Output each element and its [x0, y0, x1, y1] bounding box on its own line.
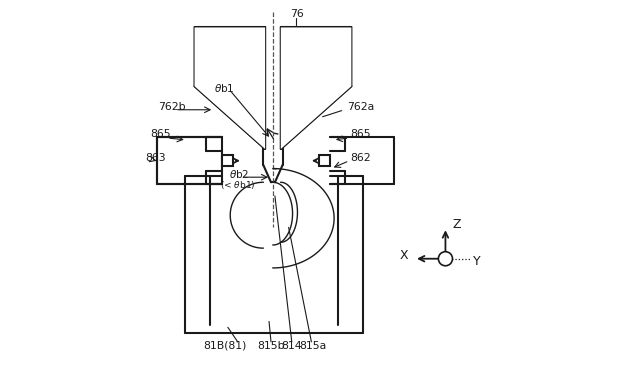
Text: 862: 862 [350, 152, 371, 163]
Text: 815b: 815b [257, 341, 285, 351]
Text: 815a: 815a [300, 341, 327, 351]
Text: $\theta$b1: $\theta$b1 [214, 82, 234, 94]
FancyBboxPatch shape [319, 155, 330, 166]
Text: 865: 865 [150, 129, 172, 140]
Text: $\theta$b2: $\theta$b2 [229, 169, 250, 180]
Text: (< $\theta$b1): (< $\theta$b1) [220, 180, 255, 191]
Text: 762b: 762b [159, 102, 186, 113]
Polygon shape [281, 27, 351, 149]
Text: 81B(81): 81B(81) [203, 341, 246, 351]
Text: Y: Y [473, 255, 481, 269]
Polygon shape [195, 27, 265, 149]
Polygon shape [195, 27, 265, 149]
Text: 814: 814 [282, 341, 302, 351]
FancyBboxPatch shape [222, 155, 233, 166]
Text: 76: 76 [290, 9, 303, 19]
Circle shape [438, 252, 452, 266]
FancyBboxPatch shape [157, 137, 222, 184]
Text: 762a: 762a [347, 102, 374, 113]
Text: 865: 865 [350, 129, 371, 140]
Text: Z: Z [452, 218, 461, 231]
Text: X: X [400, 249, 408, 262]
Text: 863: 863 [145, 152, 165, 163]
Polygon shape [281, 27, 351, 149]
